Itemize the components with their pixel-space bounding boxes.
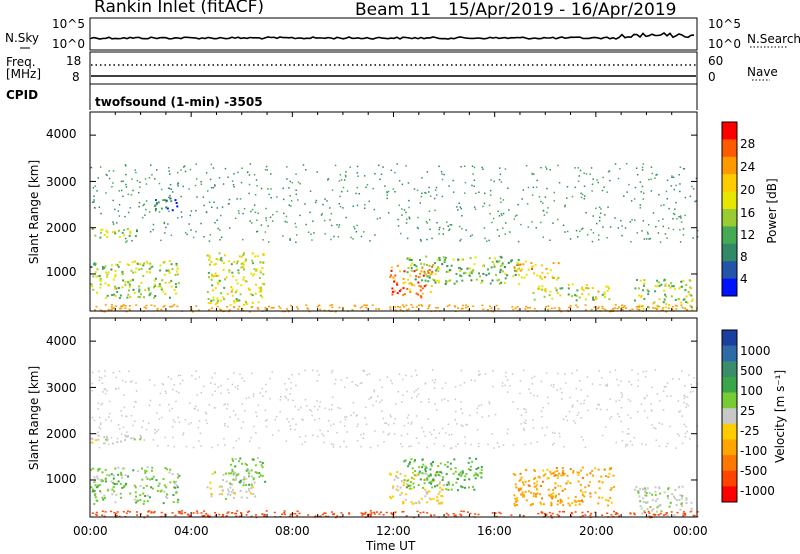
- power-ytick-3000: 3000: [46, 175, 77, 189]
- colorbar-swatch: [722, 392, 737, 409]
- vel-ytick-3000: 3000: [46, 381, 77, 395]
- echo-region: [406, 255, 521, 286]
- noise-left-tick-bottom: 10^0: [52, 37, 85, 51]
- echo-region: [153, 197, 179, 212]
- xtick-5: 20:00: [579, 524, 614, 538]
- colorbar-swatch: [722, 156, 737, 175]
- sparse-echoes: [90, 369, 699, 519]
- date-range: 15/Apr/2019 - 16/Apr/2019: [448, 0, 677, 20]
- noise-right-tick-bottom: 10^0: [708, 37, 741, 51]
- power-ytick-2000: 2000: [46, 221, 77, 235]
- colorbar-swatch: [722, 423, 737, 440]
- velocity-panel: [89, 317, 699, 519]
- xaxis-label: Time UT: [366, 539, 416, 553]
- cpid-value: twofsound (1-min) -3505: [95, 95, 263, 109]
- colorbar-swatch: [722, 376, 737, 393]
- echo-region: [206, 252, 266, 306]
- power-cbar-label: Power [dB]: [765, 178, 779, 244]
- xtick-0: 00:00: [73, 524, 108, 538]
- colorbar-swatch: [722, 226, 737, 245]
- power-colorbar: [721, 121, 738, 297]
- colorbar-swatch: [722, 455, 737, 472]
- colorbar-swatch: [722, 470, 737, 487]
- vel-cbar-tick-100: 100: [740, 384, 763, 398]
- echo-region: [92, 227, 138, 239]
- echo-region: [388, 471, 446, 505]
- station-title: Rankin Inlet (fitACF): [94, 0, 265, 17]
- colorbar-swatch: [722, 243, 737, 262]
- echo-region: [634, 485, 693, 517]
- echo-region: [513, 260, 560, 281]
- colorbar-swatch: [722, 361, 737, 378]
- vel-ytick-1000: 1000: [46, 472, 77, 486]
- xtick-6: 00:00: [673, 524, 708, 538]
- power-cbar-tick-12: 12: [740, 228, 756, 242]
- echo-region: [90, 434, 142, 445]
- colorbar-swatch: [722, 408, 737, 425]
- echo-region: [532, 283, 611, 302]
- freq-tick-top: 18: [66, 54, 82, 68]
- vel-cbar-tick-m500: -500: [740, 464, 768, 478]
- velocity-colorbar: [721, 329, 738, 503]
- freq-panel: [20, 47, 770, 85]
- colorbar-swatch: [722, 330, 737, 347]
- echo-region: [90, 466, 181, 505]
- nsearch-label: N.Search: [747, 32, 800, 46]
- cpid-label: CPID: [6, 88, 39, 102]
- power-cbar-tick-20: 20: [740, 183, 756, 197]
- vel-cbar-tick-m1000: -1000: [740, 484, 775, 498]
- xtick-2: 08:00: [275, 524, 310, 538]
- colorbar-swatch: [722, 209, 737, 227]
- echo-region: [512, 466, 616, 507]
- vel-ytick-4000: 4000: [46, 334, 77, 348]
- xtick-4: 16:00: [477, 524, 512, 538]
- power-panel: [89, 111, 699, 313]
- power-cbar-tick-16: 16: [740, 206, 756, 220]
- echo-region: [90, 260, 180, 299]
- vel-cbar-tick-1000: 1000: [740, 344, 771, 358]
- power-cbar-tick-28: 28: [740, 137, 756, 151]
- echo-region: [206, 471, 257, 500]
- echo-region: [229, 457, 267, 486]
- nave-tick-top: 60: [708, 54, 724, 68]
- xtick-3: 12:00: [376, 524, 411, 538]
- xtick-1: 04:00: [174, 524, 209, 538]
- vel-cbar-tick-500: 500: [740, 364, 763, 378]
- vel-cbar-tick-25: 25: [740, 404, 756, 418]
- freq-label: Freq.: [6, 55, 36, 69]
- beam-label: Beam 11: [355, 0, 432, 20]
- colorbar-swatch: [722, 122, 737, 140]
- nave-tick-bottom: 0: [708, 70, 716, 84]
- colorbar-swatch: [722, 345, 737, 362]
- noise-panel: [89, 17, 788, 51]
- colorbar-swatch: [722, 139, 737, 158]
- freq-unit-label: [MHz]: [6, 67, 42, 81]
- vel-ylabel: Slant Range [km]: [27, 365, 41, 471]
- echo-region: [634, 278, 694, 311]
- vel-cbar-tick-m25: -25: [740, 424, 760, 438]
- vel-cbar-label: Velocity [m s⁻¹]: [773, 369, 787, 463]
- noise-left-tick-top: 10^5: [52, 17, 85, 31]
- power-cbar-tick-24: 24: [740, 160, 756, 174]
- echo-region: [389, 264, 434, 299]
- power-cbar-tick-8: 8: [740, 250, 748, 264]
- colorbar-swatch: [722, 261, 737, 280]
- freq-tick-bottom: 8: [72, 70, 80, 84]
- colorbar-swatch: [722, 191, 737, 210]
- colorbar-swatch: [722, 486, 737, 503]
- vel-cbar-tick-m100: -100: [740, 444, 768, 458]
- power-ylabel: Slant Range [km]: [27, 159, 41, 265]
- power-ytick-1000: 1000: [46, 265, 77, 279]
- colorbar-swatch: [722, 174, 737, 193]
- vel-ytick-2000: 2000: [46, 427, 77, 441]
- colorbar-swatch: [722, 439, 737, 456]
- nsky-label: N.Sky: [5, 31, 40, 45]
- power-cbar-tick-4: 4: [740, 272, 748, 286]
- nave-label: Nave: [747, 65, 778, 79]
- colorbar-swatch: [722, 278, 737, 297]
- echo-region: [403, 457, 483, 492]
- power-ytick-4000: 4000: [46, 127, 77, 141]
- noise-right-tick-top: 10^5: [708, 17, 741, 31]
